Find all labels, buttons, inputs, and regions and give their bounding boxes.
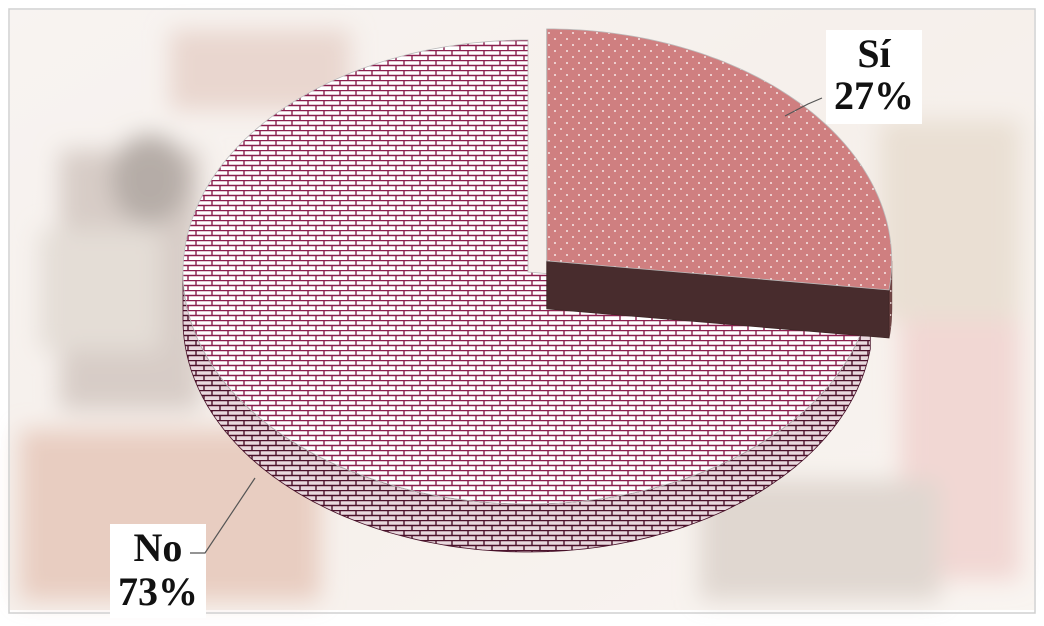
- data-label-box: [110, 524, 206, 618]
- pie: [182, 28, 893, 553]
- data-label-box: [826, 30, 922, 124]
- data-label-value: 27%: [834, 73, 914, 118]
- data-label-category: No: [134, 525, 183, 570]
- leader-line: [784, 97, 823, 117]
- leader-line: [190, 477, 256, 554]
- pie-slice: [182, 39, 871, 505]
- data-label-category: Sí: [857, 31, 891, 76]
- pie-slice: [546, 28, 893, 291]
- data-label-value: 73%: [118, 569, 198, 614]
- plot-frame: [8, 8, 1036, 614]
